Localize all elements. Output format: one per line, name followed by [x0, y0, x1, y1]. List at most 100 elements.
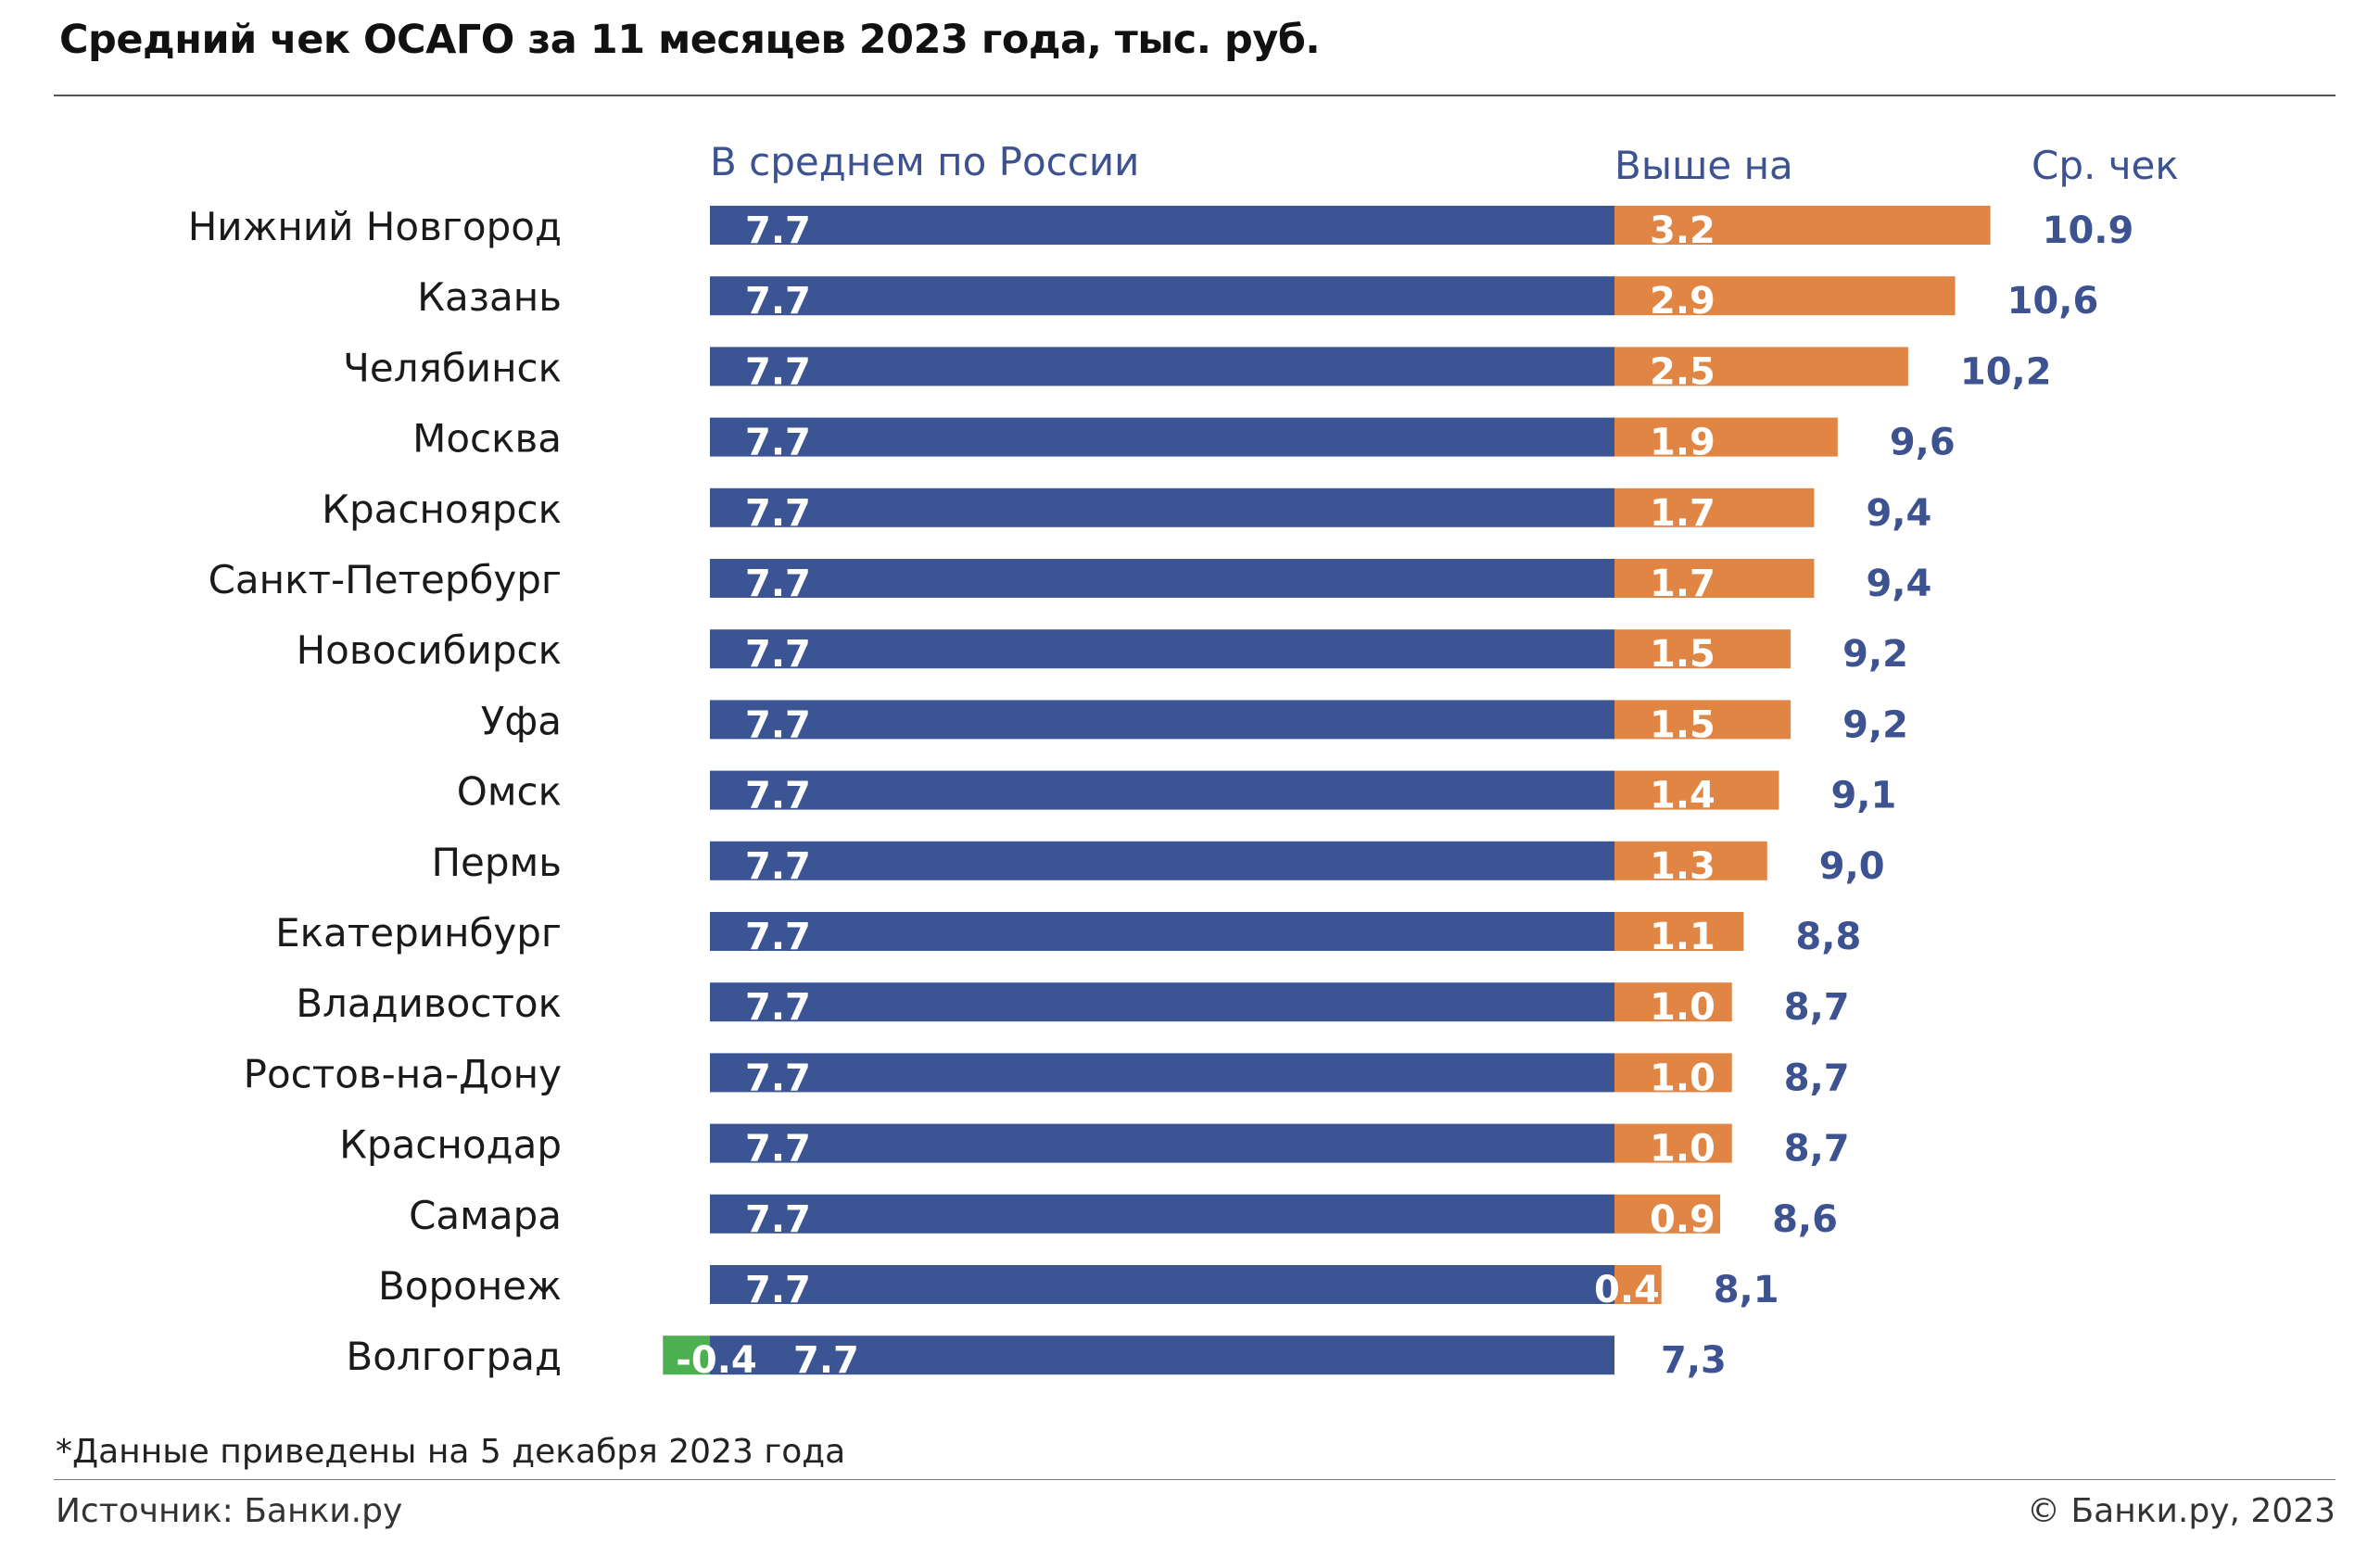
- total-value-label: 8,7: [1784, 1128, 1850, 1171]
- category-label: Челябинск: [343, 345, 562, 390]
- bar-base: [710, 982, 1614, 1022]
- total-value-label: 10.9: [2043, 209, 2134, 252]
- diff-value-label: 1.3: [1650, 845, 1715, 888]
- total-value-label: 9,2: [1842, 703, 1908, 746]
- category-label: Москва: [412, 416, 562, 462]
- bar-diff: [663, 1335, 710, 1375]
- diff-value-label: 1.0: [1650, 986, 1715, 1029]
- bar-base: [710, 841, 1614, 880]
- bar-base: [710, 347, 1614, 386]
- base-value-label: 7.7: [745, 422, 811, 464]
- header-diff: Выше на: [1614, 143, 1793, 188]
- category-label: Воронеж: [378, 1263, 562, 1309]
- bar-diff: [1614, 1265, 1662, 1304]
- bar-base: [710, 1123, 1614, 1163]
- bar-diff: [1614, 1194, 1721, 1234]
- category-label: Красноярск: [322, 487, 562, 532]
- bar-base: [710, 276, 1614, 316]
- base-value-label: 7.7: [745, 209, 811, 252]
- category-label: Омск: [457, 769, 562, 815]
- bar-base: [710, 1335, 1614, 1375]
- total-value-label: 8,7: [1784, 986, 1850, 1029]
- category-label: Казань: [417, 274, 562, 320]
- total-value-label: 9,2: [1842, 633, 1908, 676]
- bar-diff: [1614, 347, 1908, 386]
- bar-diff: [1614, 1123, 1732, 1163]
- header-total: Ср. чек: [2032, 143, 2179, 188]
- base-value-label: 7.7: [745, 703, 811, 746]
- bar-base: [710, 487, 1614, 527]
- bar-diff: [1614, 276, 1956, 316]
- bar-diff: [1614, 417, 1838, 457]
- total-value-label: 8,6: [1772, 1198, 1838, 1241]
- bar-diff: [1614, 1053, 1732, 1093]
- bar-diff: [1614, 206, 1991, 245]
- total-value-label: 8,7: [1784, 1057, 1850, 1099]
- base-value-label: 7.7: [745, 1128, 811, 1171]
- category-label: Самара: [409, 1193, 562, 1238]
- base-value-label: 7.7: [745, 916, 811, 958]
- diff-value-label: 1.5: [1650, 703, 1715, 746]
- bar-diff: [1614, 841, 1767, 880]
- diff-value-label: 1.7: [1650, 492, 1715, 535]
- bar-base: [710, 1265, 1614, 1304]
- bar-base: [710, 417, 1614, 457]
- diff-value-label: 1.4: [1650, 775, 1715, 817]
- base-value-label: 7.7: [745, 775, 811, 817]
- bar-diff: [1614, 770, 1779, 810]
- category-label: Новосибирск: [297, 627, 562, 673]
- bar-base: [710, 1053, 1614, 1093]
- category-label: Волгоград: [346, 1334, 562, 1379]
- base-value-label: 7.7: [745, 1269, 811, 1311]
- total-value-label: 10,6: [2007, 280, 2099, 323]
- base-value-label: 7.7: [745, 280, 811, 323]
- bar-diff: [1614, 559, 1815, 598]
- base-value-label: 7.7: [745, 350, 811, 393]
- bar-base: [710, 700, 1614, 740]
- total-value-label: 8,1: [1714, 1269, 1779, 1311]
- total-value-label: 7,3: [1661, 1339, 1727, 1382]
- total-value-label: 9,1: [1830, 775, 1896, 817]
- category-label: Санкт-Петербург: [209, 557, 562, 602]
- bar-base: [710, 559, 1614, 598]
- diff-value-label: 1.1: [1650, 916, 1715, 958]
- diff-value-label: 1.9: [1650, 422, 1715, 464]
- base-value-label: 7.7: [745, 986, 811, 1029]
- total-value-label: 8,8: [1795, 916, 1861, 958]
- base-value-label: 7.7: [745, 845, 811, 888]
- base-value-label: 7.7: [745, 633, 811, 676]
- top-divider: [54, 95, 2336, 96]
- diff-value-label: 0.4: [1594, 1269, 1660, 1311]
- base-value-label: 7.7: [745, 492, 811, 535]
- bar-diff: [1614, 700, 1791, 740]
- total-value-label: 10,2: [1960, 350, 2052, 393]
- base-value-label: 7.7: [745, 563, 811, 605]
- category-label: Нижний Новгород: [188, 204, 562, 249]
- header-base: В среднем по России: [710, 139, 1140, 184]
- category-label: Пермь: [431, 840, 562, 885]
- bar-diff: [1614, 629, 1791, 669]
- total-value-label: 9,4: [1866, 492, 1931, 535]
- bar-diff: [1614, 487, 1815, 527]
- category-label: Уфа: [481, 698, 562, 743]
- bar-base: [710, 912, 1614, 951]
- diff-value-label: 1.0: [1650, 1057, 1715, 1099]
- diff-value-label: 0.9: [1650, 1198, 1715, 1241]
- chart-title: Средний чек ОСАГО за 11 месяцев 2023 год…: [59, 17, 1321, 63]
- base-value-label: 7.7: [745, 1198, 811, 1241]
- copyright-text: © Банки.ру, 2023: [2027, 1492, 2336, 1530]
- bar-base: [710, 629, 1614, 669]
- base-value-label: 7.7: [793, 1339, 859, 1382]
- bottom-divider: [54, 1479, 2336, 1480]
- base-value-label: 7.7: [745, 1057, 811, 1099]
- category-label: Краснодар: [339, 1122, 562, 1168]
- bar-diff: [1614, 982, 1732, 1022]
- diff-value-label: 1.7: [1650, 563, 1715, 605]
- bar-base: [710, 206, 1614, 245]
- footnote: *Данные приведены на 5 декабря 2023 года: [56, 1433, 846, 1471]
- total-value-label: 9,0: [1819, 845, 1885, 888]
- diff-value-label: 2.5: [1650, 350, 1715, 393]
- source-text: Источник: Банки.ру: [56, 1492, 403, 1530]
- bar-base: [710, 770, 1614, 810]
